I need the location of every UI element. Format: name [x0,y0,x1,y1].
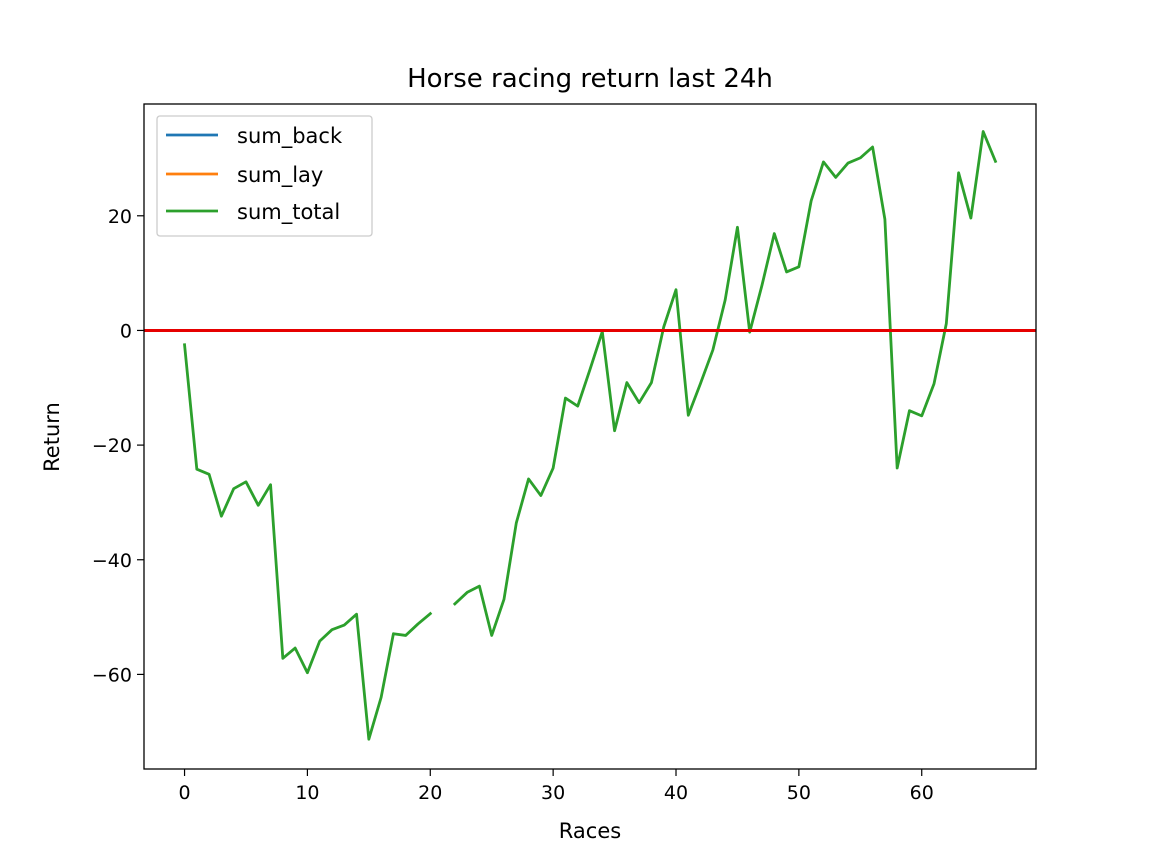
legend: sum_back sum_lay sum_total [156,115,373,237]
axis-ticks: 0 10 20 30 40 50 60 −60 −40 −20 0 20 [92,206,934,804]
plot-frame [143,103,1037,770]
x-tick-label: 10 [295,782,319,804]
y-tick-label: 0 [120,320,132,342]
x-tick-label: 0 [178,782,190,804]
y-tick-label: −40 [92,550,132,572]
legend-label-sum-total: sum_total [237,200,340,225]
plot-area [144,130,1036,741]
legend-label-sum-back: sum_back [237,124,343,149]
series-line-sum-total [183,130,998,741]
x-axis-label: Races [559,819,621,843]
y-tick-label: 20 [108,206,132,228]
x-tick-label: 60 [910,782,934,804]
y-axis-label: Return [40,402,64,472]
y-tick-label: −60 [92,664,132,686]
x-tick-label: 40 [664,782,688,804]
x-tick-label: 50 [787,782,811,804]
x-tick-label: 30 [541,782,565,804]
y-tick-label: −20 [92,435,132,457]
legend-box [156,115,373,237]
chart-title: Horse racing return last 24h [407,64,773,94]
x-tick-label: 20 [418,782,442,804]
legend-label-sum-lay: sum_lay [237,163,323,188]
